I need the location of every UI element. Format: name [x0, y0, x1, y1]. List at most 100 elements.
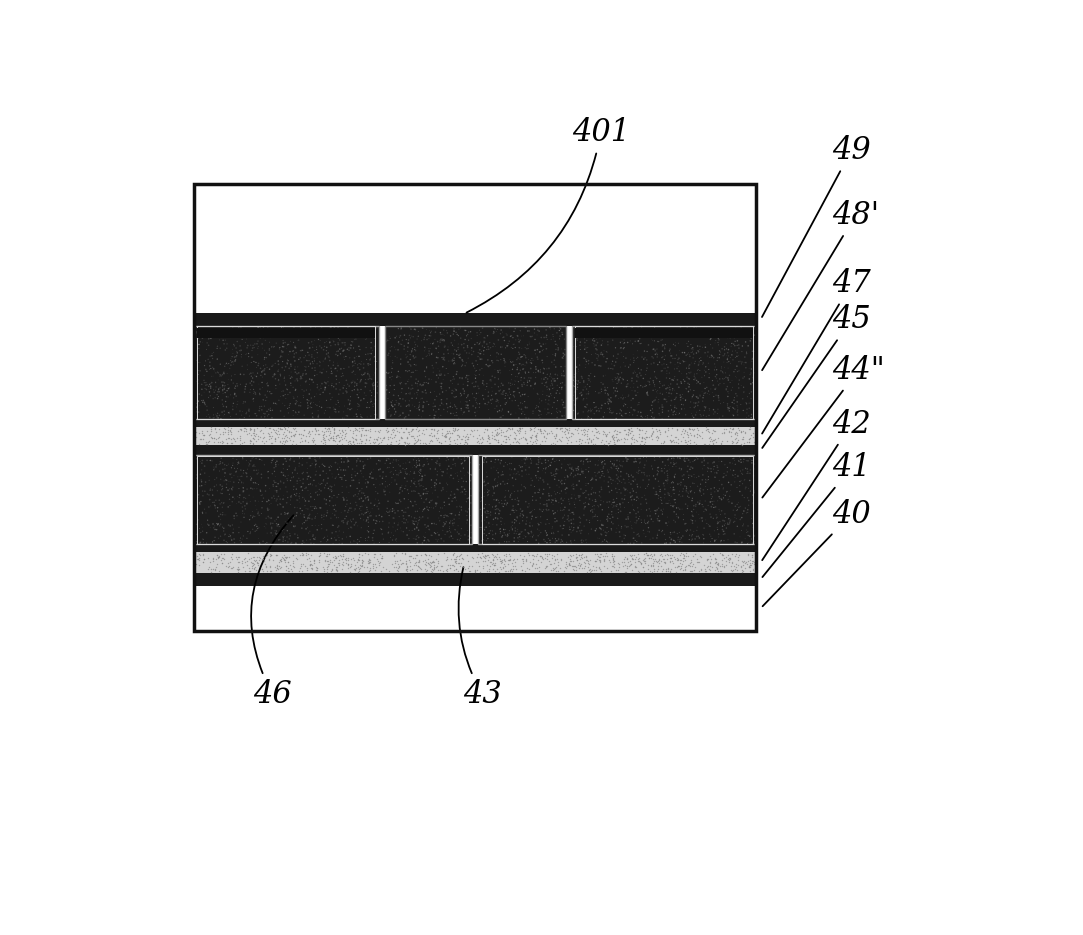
Point [743, 384, 760, 399]
Point [318, 559, 336, 574]
Point [544, 548, 561, 563]
Point [261, 335, 278, 350]
Point [527, 468, 545, 483]
Point [519, 525, 536, 540]
Point [345, 449, 363, 464]
Point [302, 477, 319, 492]
Point [559, 469, 576, 484]
Point [280, 564, 298, 579]
Point [236, 384, 253, 399]
Point [561, 506, 578, 521]
Point [399, 430, 416, 445]
Point [710, 393, 728, 408]
Point [336, 343, 353, 358]
Point [459, 450, 477, 465]
Point [679, 489, 696, 504]
Point [722, 478, 740, 493]
Point [300, 425, 317, 440]
Point [603, 507, 621, 522]
Point [495, 522, 512, 537]
Point [282, 557, 299, 572]
Point [740, 467, 757, 482]
Point [292, 398, 310, 413]
Point [305, 492, 323, 507]
Point [556, 332, 573, 347]
Point [430, 345, 447, 360]
Point [358, 500, 376, 515]
Point [634, 536, 651, 551]
Point [722, 322, 740, 337]
Point [210, 516, 227, 531]
Point [406, 522, 423, 537]
Point [642, 564, 660, 579]
Point [656, 339, 674, 354]
Point [384, 533, 402, 548]
Point [275, 532, 292, 547]
Point [497, 564, 514, 579]
Point [190, 376, 207, 391]
Point [364, 343, 381, 358]
Point [533, 371, 550, 386]
Point [614, 409, 631, 424]
Point [203, 368, 220, 383]
Point [397, 556, 415, 571]
Point [199, 325, 217, 340]
Point [727, 467, 744, 482]
Point [318, 505, 336, 520]
Point [636, 552, 653, 567]
Point [695, 527, 713, 542]
Point [509, 522, 526, 537]
Point [287, 371, 304, 386]
Point [262, 496, 279, 511]
Point [347, 379, 364, 394]
Point [447, 552, 465, 567]
Point [665, 451, 682, 466]
Point [549, 485, 566, 500]
Point [410, 402, 428, 417]
Point [641, 429, 658, 444]
Point [565, 367, 583, 381]
Point [268, 457, 285, 472]
Point [486, 454, 504, 469]
Point [608, 388, 625, 403]
Point [645, 394, 663, 409]
Point [605, 549, 623, 564]
Point [574, 382, 591, 397]
Point [200, 323, 218, 338]
Point [571, 488, 588, 503]
Point [397, 561, 415, 576]
Point [575, 351, 592, 366]
Point [538, 525, 556, 540]
Point [455, 405, 472, 420]
Point [655, 479, 673, 494]
Point [304, 338, 322, 352]
Point [705, 378, 722, 393]
Point [271, 377, 288, 392]
Point [280, 337, 298, 352]
Point [230, 554, 247, 569]
Point [227, 379, 245, 394]
Point [638, 386, 655, 401]
Point [316, 351, 334, 366]
Point [738, 346, 755, 361]
Point [535, 532, 552, 547]
Point [432, 367, 449, 382]
Point [347, 375, 364, 390]
Point [352, 558, 369, 573]
Point [521, 519, 538, 534]
Point [664, 474, 681, 489]
Point [674, 535, 691, 550]
Point [351, 546, 368, 561]
Point [623, 420, 640, 435]
Point [456, 435, 473, 450]
Point [289, 530, 306, 545]
Point [600, 324, 617, 338]
Point [379, 366, 396, 381]
Point [423, 453, 441, 468]
Point [432, 508, 449, 523]
Point [268, 526, 285, 541]
Point [708, 510, 726, 525]
Point [290, 333, 308, 348]
Point [204, 348, 221, 363]
Point [453, 389, 470, 404]
